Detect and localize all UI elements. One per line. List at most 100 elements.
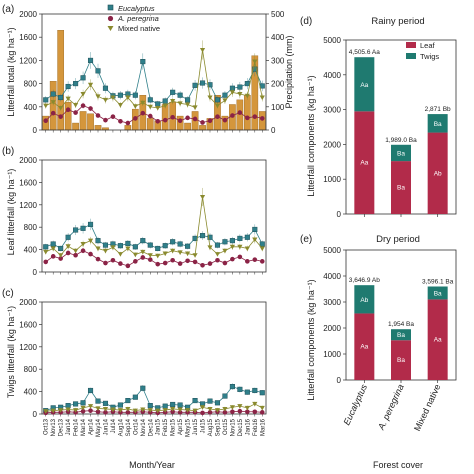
point-mixed-Apr15 <box>177 250 183 255</box>
point-peregrina-May14 <box>95 113 101 118</box>
x-tick-label-Apr14: Apr14 <box>89 418 95 435</box>
point-mixed-Dec15 <box>237 404 243 409</box>
point-mixed-Mar14 <box>80 405 86 411</box>
point-mixed-Jul14 <box>110 407 116 413</box>
y-tick-label-e-2000: 2000 <box>323 324 341 333</box>
point-peregrina-Jul14 <box>110 257 116 263</box>
point-eucalyptus-Mar16 <box>259 390 265 396</box>
bar-total-label-e-1: 1,954 Ba <box>388 321 414 328</box>
point-peregrina-Jan16 <box>245 115 250 121</box>
point-eucalyptus-Dec15 <box>237 84 243 90</box>
point-mixed-Dec14 <box>147 408 153 413</box>
point-eucalyptus-Oct14 <box>132 92 138 98</box>
point-peregrina-Aug15 <box>207 410 213 415</box>
point-mixed-Sep14 <box>125 406 131 412</box>
point-eucalyptus-Jun15 <box>192 398 198 404</box>
point-eucalyptus-Aug14 <box>117 243 123 249</box>
point-eucalyptus-Dec14 <box>147 403 153 409</box>
series-line-eucalyptus-b <box>45 223 263 250</box>
point-peregrina-Mar16 <box>259 259 265 264</box>
axis-title-d-left: Litterfall components (kg ha⁻¹) <box>306 75 316 196</box>
x-tick-label-Mar15: Mar15 <box>171 418 177 436</box>
y2-tick-label-400: 400 <box>271 33 285 42</box>
point-eucalyptus-May14 <box>95 238 101 244</box>
x-tick-label-Nov14: Nov14 <box>141 418 147 436</box>
precip-bar-Mar14 <box>79 111 87 131</box>
point-peregrina-Nov13 <box>50 110 56 116</box>
point-mixed-Mar15 <box>170 248 176 254</box>
point-peregrina-Mar15 <box>170 114 175 120</box>
legend-label-mixed: Mixed native <box>118 24 160 33</box>
point-mixed-Jan14 <box>65 244 71 249</box>
bar-total-label-d-2: 2,871 Bb <box>425 106 451 113</box>
point-mixed-Dec13 <box>58 105 64 111</box>
point-mixed-Sep15 <box>214 408 221 413</box>
point-peregrina-Apr15 <box>177 118 183 124</box>
point-mixed-Jul15 <box>199 47 206 53</box>
y-tick-label-0: 0 <box>33 126 38 135</box>
precip-bar-Jan14 <box>64 101 72 131</box>
axis-title-b-left: Leaf litterfall (kg ha⁻¹) <box>6 169 16 256</box>
x-tick-label-Aug15: Aug15 <box>208 418 214 436</box>
point-mixed-May14 <box>95 246 101 252</box>
point-mixed-Apr15 <box>177 101 183 106</box>
point-eucalyptus-Dec14 <box>147 97 153 103</box>
point-mixed-Nov14 <box>140 100 146 106</box>
point-mixed-Jan14 <box>65 96 71 102</box>
y2-tick-label-500: 500 <box>271 10 285 19</box>
point-peregrina-Nov14 <box>140 110 146 116</box>
point-peregrina-Mar14 <box>80 408 86 414</box>
point-peregrina-Dec14 <box>147 257 153 262</box>
point-peregrina-Feb14 <box>73 110 78 115</box>
y-tick-label-800: 800 <box>24 80 38 89</box>
point-peregrina-Oct15 <box>222 410 228 415</box>
point-eucalyptus-Feb16 <box>252 226 258 232</box>
axis-title-c-left: Twigs litterfall (kg ha⁻¹) <box>6 306 16 398</box>
point-eucalyptus-Jan14 <box>65 234 71 240</box>
series-line-eucalyptus-a <box>45 59 263 105</box>
x-tick-label-Feb16: Feb16 <box>253 418 259 436</box>
y-tick-label-1600: 1600 <box>19 320 37 329</box>
point-peregrina-Nov15 <box>230 409 235 415</box>
point-peregrina-Jul15 <box>200 262 205 268</box>
x-tick-label-Nov15: Nov15 <box>230 418 236 436</box>
precip-bar-Jan16 <box>243 94 251 131</box>
plot-frame-a <box>41 13 267 131</box>
point-eucalyptus-Feb14 <box>73 81 79 87</box>
bar-leaf-e-2 <box>427 299 448 380</box>
point-mixed-Nov13 <box>50 246 56 252</box>
precip-bar-Apr14 <box>87 113 94 131</box>
point-eucalyptus-Apr14 <box>87 221 94 227</box>
point-mixed-Sep14 <box>125 95 131 101</box>
bar-leaf-e-1 <box>391 340 411 380</box>
y-tick-label-1200: 1200 <box>19 201 37 210</box>
point-mixed-Sep15 <box>214 252 221 257</box>
bar-twigs-label-e-2: Ba <box>434 290 442 297</box>
point-mixed-Oct15 <box>222 248 228 254</box>
point-mixed-Mar14 <box>80 92 86 97</box>
axis-title-a-right: Precipitation (mm) <box>284 35 294 108</box>
y-tick-label-1600: 1600 <box>19 33 37 42</box>
point-mixed-Feb14 <box>73 248 79 254</box>
bar-twigs-label-d-0: Aa <box>360 82 368 89</box>
point-mixed-Sep14 <box>125 246 131 252</box>
point-peregrina-Feb15 <box>162 260 168 266</box>
series-line-peregrina-b <box>45 250 263 267</box>
x-tick-label-Oct13: Oct13 <box>44 418 50 435</box>
point-mixed-Jan15 <box>155 105 161 111</box>
y-tick-label-d-1000: 1000 <box>323 175 341 184</box>
legend-label-leaf: Leaf <box>420 41 436 50</box>
point-mixed-Jun15 <box>192 105 198 110</box>
bar-twigs-e-1 <box>391 329 411 341</box>
bar-leaf-label-e-1: Ba <box>397 357 405 364</box>
point-mixed-Sep15 <box>214 103 221 109</box>
point-peregrina-Oct13 <box>43 259 49 265</box>
panel-label-d: (d) <box>300 16 312 27</box>
point-mixed-Jun15 <box>192 408 198 414</box>
point-peregrina-Jun14 <box>103 260 108 266</box>
point-mixed-Oct14 <box>132 104 138 109</box>
point-mixed-Jul15 <box>199 405 206 410</box>
point-eucalyptus-Dec15 <box>237 386 243 392</box>
point-peregrina-Sep15 <box>215 257 220 263</box>
